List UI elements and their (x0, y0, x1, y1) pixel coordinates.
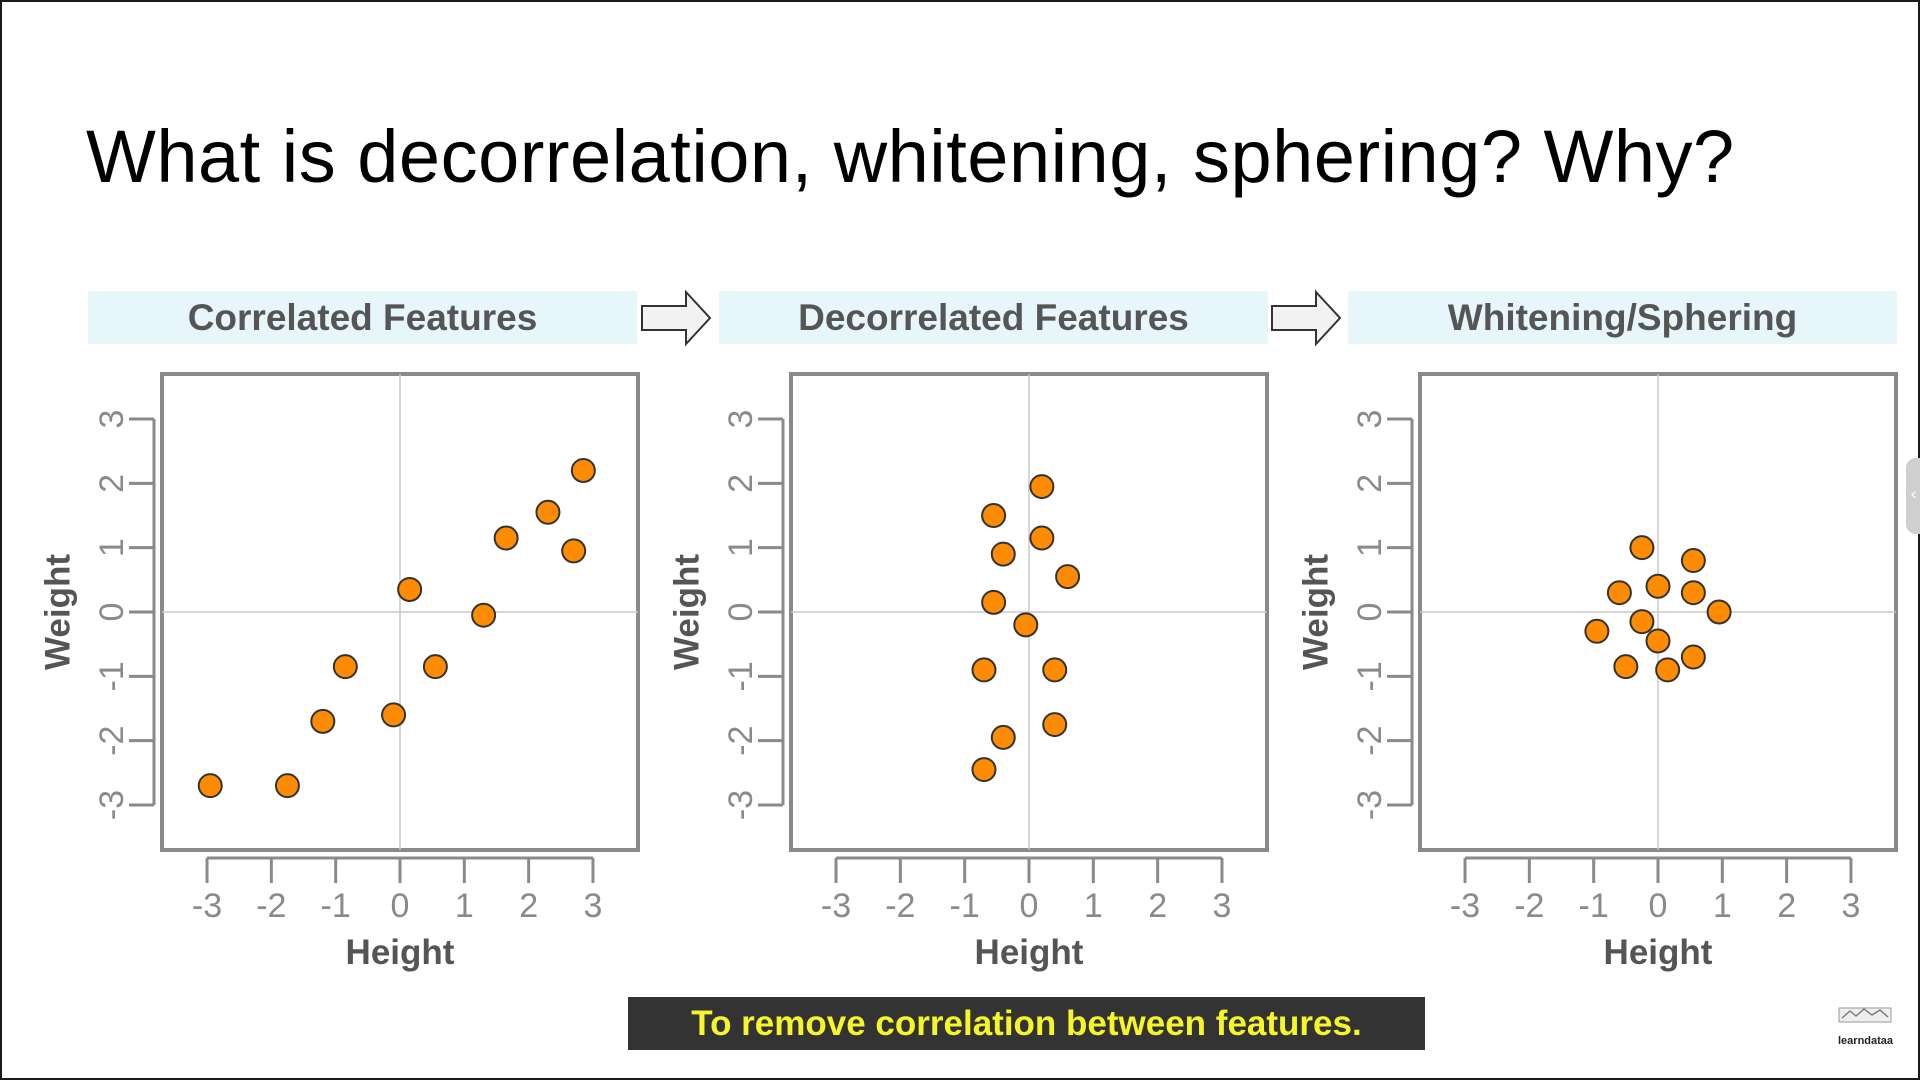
y-tick-label: -1 (722, 661, 760, 691)
x-tick-label: -1 (950, 887, 980, 925)
data-point (1680, 548, 1706, 574)
data-point (971, 657, 997, 683)
y-tick-label: -2 (93, 726, 131, 756)
data-point (471, 602, 497, 628)
y-tick-label: 2 (1351, 474, 1389, 493)
data-point (1645, 573, 1671, 599)
y-tick-label: 3 (1351, 410, 1389, 429)
panel-title-decorrelated: Decorrelated Features (719, 291, 1268, 344)
data-point (535, 499, 561, 525)
x-tick-label: 1 (455, 887, 474, 925)
right-arrow-icon (1271, 289, 1342, 347)
y-tick-label: 3 (722, 410, 760, 429)
x-tick-label: -3 (821, 887, 851, 925)
data-point (1706, 599, 1732, 625)
x-tick-label: 0 (391, 887, 410, 925)
data-point (1013, 612, 1039, 638)
data-point (1629, 535, 1655, 561)
data-point (1584, 618, 1610, 644)
data-point (981, 589, 1007, 615)
x-tick-label: -3 (1450, 887, 1480, 925)
x-tick-label: 2 (1777, 887, 1796, 925)
y-tick-label: -3 (1351, 790, 1389, 820)
y-tick-label: 1 (722, 538, 760, 557)
x-tick-label: 0 (1649, 887, 1668, 925)
data-point (1606, 580, 1632, 606)
y-tick-label: -1 (93, 661, 131, 691)
scatter-chart-correlated: -3 -2 -1 0 1 2 3 -3 -2 -1 0 1 2 3 Height Weight (39, 372, 640, 972)
y-tick-label: -3 (722, 790, 760, 820)
y-tick-label: -2 (722, 726, 760, 756)
x-tick-label: -2 (256, 887, 286, 925)
y-tick-label: -1 (1351, 661, 1389, 691)
x-tick-label: 1 (1084, 887, 1103, 925)
x-tick-label: 2 (519, 887, 538, 925)
x-tick-label: -3 (192, 887, 222, 925)
data-point (1645, 628, 1671, 654)
x-tick-label: -2 (1514, 887, 1544, 925)
data-point (1029, 525, 1055, 551)
data-point (1655, 657, 1681, 683)
y-tick-label: -2 (1351, 726, 1389, 756)
data-point (971, 757, 997, 783)
x-axis-label: Height (1604, 933, 1713, 972)
data-point (1613, 654, 1639, 680)
logo-mark-icon (1838, 1007, 1892, 1023)
y-tick-label: -3 (93, 790, 131, 820)
x-tick-label: 3 (584, 887, 603, 925)
data-point (274, 773, 300, 799)
data-point (1629, 609, 1655, 635)
x-tick-label: 3 (1842, 887, 1861, 925)
y-tick-label: 2 (722, 474, 760, 493)
data-point (493, 525, 519, 551)
x-axis-label: Height (346, 933, 455, 972)
data-point (1042, 712, 1068, 738)
right-arrow-icon (641, 289, 712, 347)
data-point (422, 654, 448, 680)
x-tick-label: 0 (1020, 887, 1039, 925)
logo-text: learndataa (1838, 1035, 1894, 1047)
data-point (1680, 580, 1706, 606)
y-tick-label: 1 (1351, 538, 1389, 557)
data-point (1042, 657, 1068, 683)
caption-subtitle: To remove correlation between features. (628, 997, 1425, 1050)
chevron-left-icon: ‹ (1910, 484, 1918, 505)
x-tick-label: 1 (1713, 887, 1732, 925)
data-point (381, 702, 407, 728)
data-point (197, 773, 223, 799)
y-tick-label: 3 (93, 410, 131, 429)
x-tick-label: -1 (321, 887, 351, 925)
y-tick-label: 0 (1351, 603, 1389, 622)
scatter-chart-whitening: -3 -2 -1 0 1 2 3 -3 -2 -1 0 1 2 3 Height Weight (1297, 372, 1898, 972)
data-point (990, 724, 1016, 750)
data-point (981, 503, 1007, 529)
data-point (1029, 474, 1055, 500)
data-point (1055, 564, 1081, 590)
data-point (397, 576, 423, 602)
data-point (310, 708, 336, 734)
slide-title: What is decorrelation, whitening, spheri… (86, 115, 1735, 198)
side-panel-tab[interactable]: ‹ (1906, 458, 1920, 534)
x-tick-label: 3 (1213, 887, 1232, 925)
data-point (1680, 644, 1706, 670)
x-tick-label: -2 (885, 887, 915, 925)
learndataa-logo: learndataa (1838, 1002, 1896, 1047)
data-point (561, 538, 587, 564)
x-axis-label: Height (975, 933, 1084, 972)
y-tick-label: 2 (93, 474, 131, 493)
data-point (990, 541, 1016, 567)
scatter-chart-decorrelated: -3 -2 -1 0 1 2 3 -3 -2 -1 0 1 2 3 Height Weight (668, 372, 1269, 972)
data-point (332, 654, 358, 680)
y-axis-label: Weight (1297, 554, 1336, 670)
data-point (570, 457, 596, 483)
y-tick-label: 0 (93, 603, 131, 622)
y-axis-label: Weight (668, 554, 707, 670)
y-tick-label: 1 (93, 538, 131, 557)
y-tick-label: 0 (722, 603, 760, 622)
x-tick-label: -1 (1579, 887, 1609, 925)
y-axis-label: Weight (39, 554, 78, 670)
panel-title-whitening: Whitening/Sphering (1348, 291, 1897, 344)
panel-title-correlated: Correlated Features (88, 291, 637, 344)
x-tick-label: 2 (1148, 887, 1167, 925)
